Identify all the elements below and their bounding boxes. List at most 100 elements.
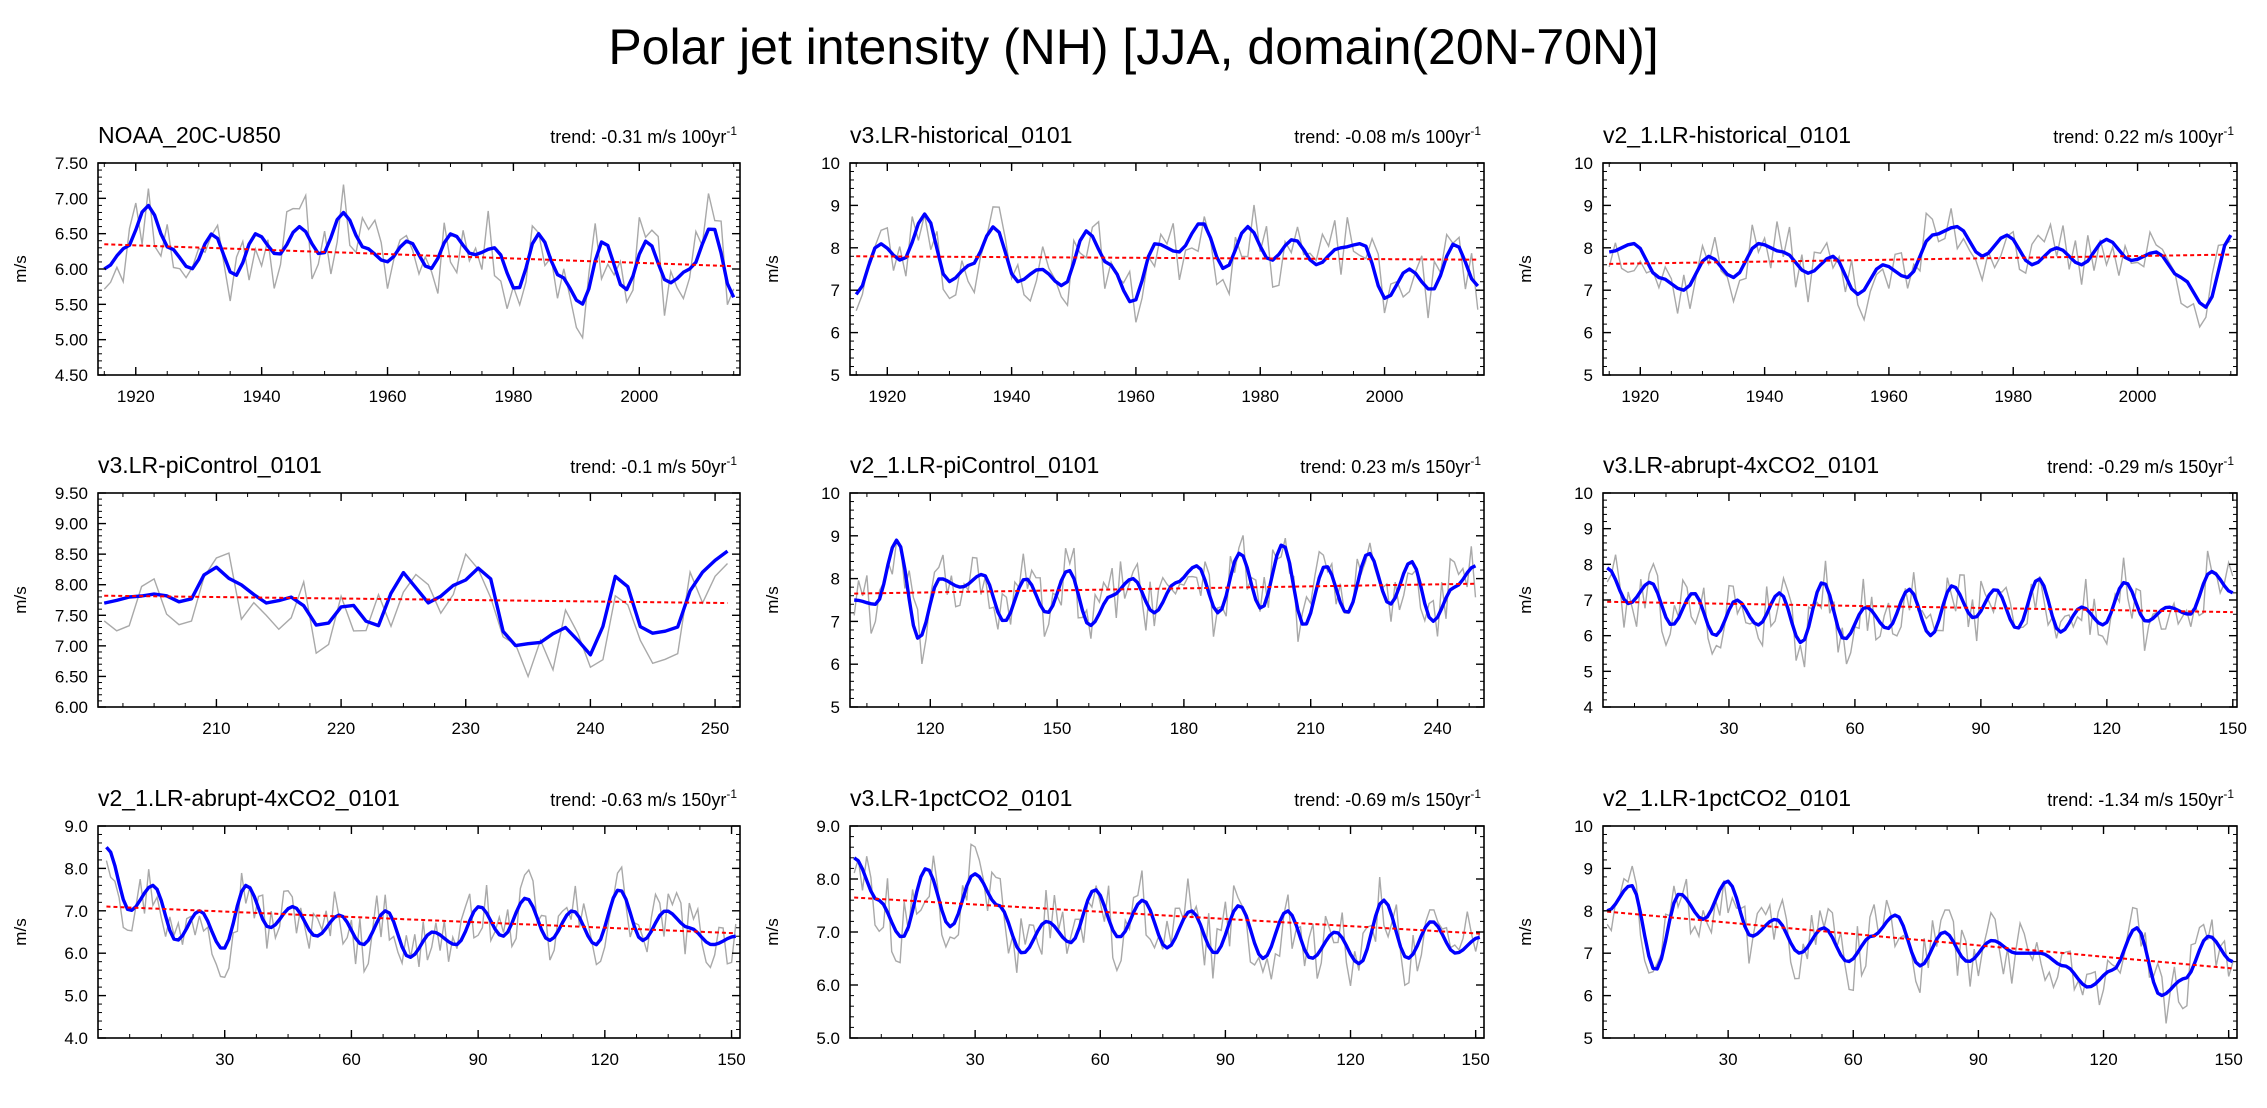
trend-text: trend: -0.63 m/s 150yr — [550, 790, 726, 810]
x-tick-label: 1920 — [1621, 387, 1659, 406]
smoothed-series-line — [1606, 879, 2234, 998]
y-tick-label: 6.50 — [55, 225, 88, 244]
y-tick-label: 8 — [1584, 555, 1593, 574]
smoothed-series-line — [103, 549, 729, 657]
chart-panel-8: 5.0 6.0 7.0 8.0 9.0 30 60 90 120 150 m/s v3.LR-1pct… — [763, 785, 1490, 1069]
trend-exponent: -1 — [2223, 454, 2234, 468]
y-tick-label: 5.50 — [55, 295, 88, 314]
trend-exponent: -1 — [1470, 124, 1481, 138]
y-tick-label: 10 — [821, 484, 840, 503]
x-tick-label: 60 — [342, 1050, 361, 1069]
x-tick-label: 1960 — [1117, 387, 1155, 406]
x-tick-label: 90 — [1216, 1050, 1235, 1069]
y-axis-label: m/s — [11, 255, 30, 282]
smoothed-series-line — [854, 212, 1480, 304]
plot-area — [1608, 208, 2233, 329]
y-tick-label: 7 — [1584, 944, 1593, 963]
y-tick-label: 5 — [1584, 1029, 1593, 1048]
y-tick-label: 7.0 — [64, 902, 88, 921]
y-axis-label: m/s — [1516, 255, 1535, 282]
x-tick-label: 1960 — [1870, 387, 1908, 406]
trend-annotation: trend: -0.08 m/s 100yr-1 — [1294, 124, 1481, 147]
y-tick-label: 5 — [831, 366, 840, 385]
x-tick-label: 210 — [1297, 719, 1325, 738]
y-tick-label: 5.0 — [816, 1029, 840, 1048]
y-tick-label: 9.0 — [64, 817, 88, 836]
smoothed-series-line — [853, 856, 1481, 966]
x-tick-label: 120 — [591, 1050, 619, 1069]
y-tick-label: 6 — [1584, 324, 1593, 343]
panel-title: v2_1.LR-1pctCO2_0101 — [1603, 785, 1851, 811]
x-tick-label: 2000 — [1366, 387, 1404, 406]
trend-exponent: -1 — [2223, 787, 2234, 801]
trend-annotation: trend: -0.1 m/s 50yr-1 — [570, 454, 737, 477]
raw-series-line — [103, 552, 729, 679]
raw-series-line — [1606, 865, 2234, 1024]
x-tick-label: 90 — [1969, 1050, 1988, 1069]
trend-annotation: trend: -0.31 m/s 100yr-1 — [550, 124, 737, 147]
chart-panel-2: 5 6 7 8 9 10 1920 1940 1960 1980 2000 m/s v3.LR-hist… — [763, 122, 1485, 406]
raw-series-line — [105, 860, 737, 979]
x-tick-label: 60 — [1845, 719, 1864, 738]
trend-annotation: trend: -0.29 m/s 150yr-1 — [2047, 454, 2234, 477]
x-tick-label: 1980 — [494, 387, 532, 406]
trend-line — [854, 582, 1476, 595]
y-tick-label: 9 — [831, 527, 840, 546]
x-tick-label: 1920 — [868, 387, 906, 406]
y-axis-label: m/s — [11, 586, 30, 613]
trend-exponent: -1 — [1470, 454, 1481, 468]
trend-text: trend: -0.69 m/s 150yr — [1294, 790, 1470, 810]
trend-exponent: -1 — [2223, 124, 2234, 138]
figure-title: Polar jet intensity (NH) [JJA, domain(20… — [608, 19, 1659, 75]
trend-text: trend: -0.08 m/s 100yr — [1294, 127, 1470, 147]
smoothed-series-line — [103, 203, 736, 306]
x-tick-label: 220 — [327, 719, 355, 738]
y-axis-label: m/s — [11, 918, 30, 945]
panel-title: v3.LR-1pctCO2_0101 — [850, 785, 1072, 811]
x-tick-label: 180 — [1170, 719, 1198, 738]
x-tick-label: 120 — [916, 719, 944, 738]
chart-panel-3: 5 6 7 8 9 10 1920 1940 1960 1980 2000 m/s v2_1.LR-hi… — [1516, 122, 2238, 406]
x-tick-label: 1940 — [993, 387, 1031, 406]
x-tick-label: 30 — [215, 1050, 234, 1069]
trend-annotation: trend: -1.34 m/s 150yr-1 — [2047, 787, 2234, 810]
x-tick-label: 210 — [202, 719, 230, 738]
panel-title: NOAA_20C-U850 — [98, 122, 281, 148]
x-tick-label: 150 — [2219, 719, 2247, 738]
y-tick-label: 7.00 — [55, 189, 88, 208]
y-tick-label: 5 — [831, 698, 840, 717]
panel-title: v2_1.LR-abrupt-4xCO2_0101 — [98, 785, 400, 811]
trend-line — [104, 594, 728, 605]
y-tick-label: 5 — [1584, 366, 1593, 385]
trend-line — [1607, 910, 2233, 970]
trend-text: trend: -0.31 m/s 100yr — [550, 127, 726, 147]
y-tick-label: 5.00 — [55, 331, 88, 350]
trend-line — [1607, 600, 2233, 614]
panel-title: v2_1.LR-historical_0101 — [1603, 122, 1851, 148]
smoothed-series-line — [1606, 566, 2234, 645]
raw-series-line — [103, 184, 735, 340]
y-tick-label: 7 — [831, 281, 840, 300]
plot-area — [103, 549, 729, 679]
y-tick-label: 6.00 — [55, 698, 88, 717]
y-tick-label: 9.00 — [55, 515, 88, 534]
trend-annotation: trend: -0.63 m/s 150yr-1 — [550, 787, 737, 810]
y-tick-label: 6 — [1584, 627, 1593, 646]
smoothed-series-line — [1608, 224, 2233, 309]
x-tick-label: 150 — [1461, 1050, 1489, 1069]
chart-panel-9: 5 6 7 8 9 10 30 60 90 120 150 m/s v2_1.LR-1pctCO2_01… — [1516, 785, 2243, 1069]
x-tick-label: 240 — [1423, 719, 1451, 738]
x-tick-label: 30 — [1719, 1050, 1738, 1069]
chart-panel-4: 6.00 6.50 7.00 7.50 8.00 8.50 9.00 9.50 210 220 23… — [11, 452, 741, 738]
plot-frame — [849, 162, 1485, 376]
x-tick-label: 150 — [2214, 1050, 2242, 1069]
raw-series-line — [1608, 208, 2232, 329]
y-tick-label: 9 — [1584, 859, 1593, 878]
x-tick-label: 1920 — [117, 387, 155, 406]
chart-panel-7: 4.0 5.0 6.0 7.0 8.0 9.0 30 60 90 120 150 m/s v2_1.LR… — [11, 785, 746, 1069]
panel-title: v3.LR-historical_0101 — [850, 122, 1072, 148]
trend-line — [1609, 253, 2231, 265]
y-axis-label: m/s — [763, 255, 782, 282]
panel-title: v2_1.LR-piControl_0101 — [850, 452, 1099, 478]
